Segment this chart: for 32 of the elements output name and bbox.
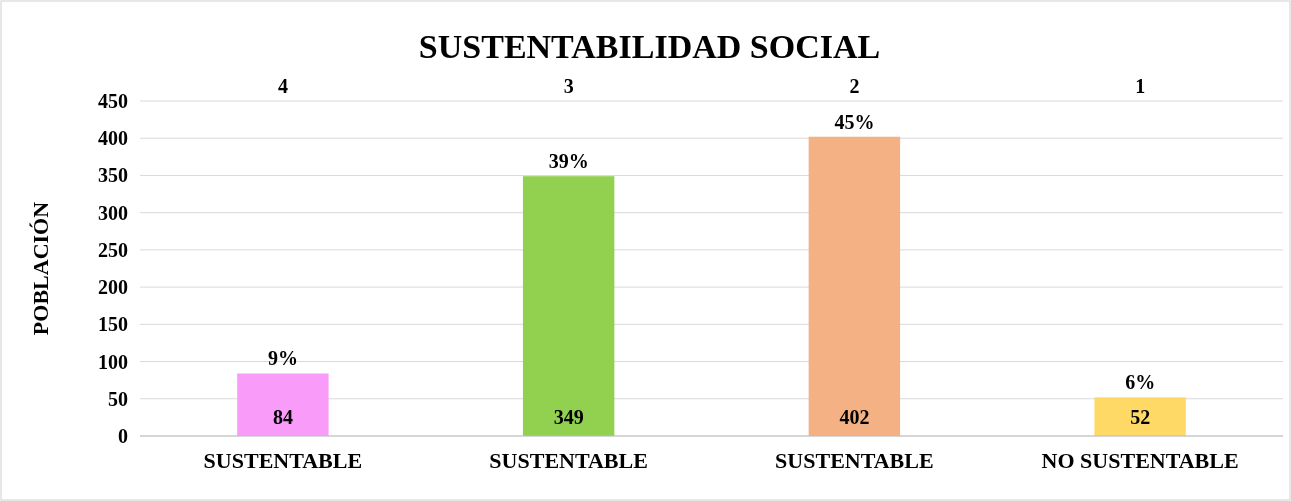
y-tick-label: 300 xyxy=(98,201,128,224)
bar xyxy=(237,373,329,436)
y-tick-label: 50 xyxy=(108,387,128,410)
bar xyxy=(522,176,615,436)
y-tick-label: 400 xyxy=(98,127,128,150)
x-tick-label: SUSTENTABLE xyxy=(203,448,363,473)
text: 1 xyxy=(1135,75,1146,97)
data-label: 52 xyxy=(1130,406,1151,428)
x-tick-label: SUSTENTABLE xyxy=(489,448,648,473)
data-label: 84 xyxy=(272,406,293,428)
x-tick-label: NO SUSTENTABLE xyxy=(1041,448,1239,473)
text: 2 xyxy=(849,75,860,97)
annotation: 45% xyxy=(834,110,875,133)
text: 3 xyxy=(563,75,574,97)
y-tick-label: 450 xyxy=(98,90,128,112)
y-tick-label: 100 xyxy=(98,350,128,373)
annotation: 39% xyxy=(548,150,589,173)
y-tick-label: 200 xyxy=(98,276,128,299)
text: 4 xyxy=(277,75,288,97)
y-tick-label: 250 xyxy=(98,238,128,261)
bar xyxy=(1094,397,1186,436)
y-tick-label: 150 xyxy=(98,313,128,336)
y-axis-title: POBLACIÓN xyxy=(28,201,53,336)
y-tick-label: 350 xyxy=(98,164,128,187)
chart-title: SUSTENTABILIDAD SOCIAL xyxy=(418,28,881,65)
data-label: 349 xyxy=(553,406,584,428)
y-tick-label: 0 xyxy=(118,425,128,447)
bar xyxy=(808,136,901,436)
annotation: 9% xyxy=(267,347,298,370)
annotation: 6% xyxy=(1125,371,1156,394)
data-label: 402 xyxy=(839,406,870,428)
x-tick-label: SUSTENTABLE xyxy=(775,448,934,473)
